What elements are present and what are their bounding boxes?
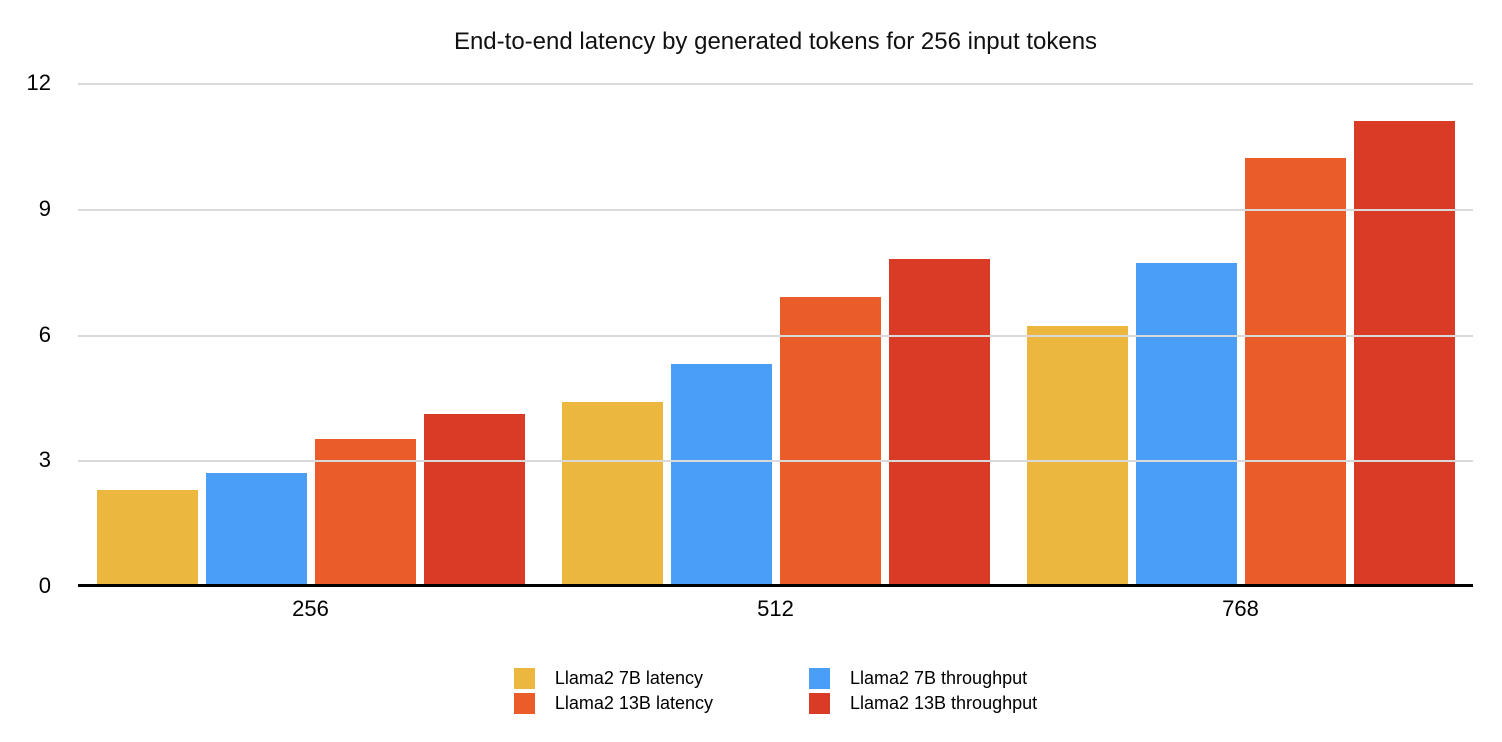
legend-column: Llama2 7B latency Llama2 13B latency bbox=[513, 668, 713, 714]
bar bbox=[96, 489, 198, 586]
legend-label: Llama2 13B throughput bbox=[849, 693, 1038, 713]
gridline bbox=[78, 460, 1473, 463]
bar-group-256 bbox=[78, 83, 543, 586]
legend-swatch bbox=[513, 693, 535, 714]
legend-item: Llama2 7B latency bbox=[513, 668, 713, 689]
legend-item: Llama2 13B latency bbox=[513, 693, 713, 714]
gridline bbox=[78, 208, 1473, 211]
y-axis-tick-label: 12 bbox=[26, 70, 51, 95]
bar bbox=[1353, 120, 1455, 586]
chart-title: End-to-end latency by generated tokens f… bbox=[453, 28, 1098, 55]
legend-label: Llama2 7B throughput bbox=[849, 668, 1028, 688]
bar bbox=[314, 439, 416, 586]
legend-item: Llama2 13B throughput bbox=[808, 693, 1038, 714]
legend-label: Llama2 13B latency bbox=[554, 693, 713, 713]
legend-swatch bbox=[808, 668, 830, 689]
legend-swatch bbox=[808, 693, 830, 714]
bar bbox=[561, 401, 663, 586]
bar bbox=[1135, 263, 1237, 586]
bar bbox=[1026, 326, 1128, 586]
bar bbox=[779, 296, 881, 586]
bar bbox=[205, 472, 307, 586]
gridline bbox=[78, 334, 1473, 337]
y-axis-tick-label: 0 bbox=[38, 573, 51, 598]
x-axis-tick-label: 256 bbox=[292, 596, 329, 621]
bar-group-768 bbox=[1008, 83, 1473, 586]
bar bbox=[423, 414, 525, 586]
bar bbox=[670, 363, 772, 586]
gridline bbox=[78, 83, 1473, 85]
y-axis-tick-label: 3 bbox=[38, 447, 51, 473]
legend-item: Llama2 7B throughput bbox=[808, 668, 1037, 689]
y-axis-tick-label: 6 bbox=[38, 321, 51, 347]
x-axis-tick-label: 512 bbox=[757, 596, 794, 621]
legend: Llama2 7B latency Llama2 13B latency Llama… bbox=[78, 668, 1473, 714]
x-axis-labels: 256 512 768 bbox=[78, 596, 1473, 622]
legend-swatch bbox=[513, 668, 535, 689]
x-axis-tick-label: 768 bbox=[1222, 596, 1259, 621]
plot-wrap: 0 3 6 9 12 bbox=[27, 72, 1473, 597]
y-axis-tick-label: 9 bbox=[38, 195, 51, 221]
bar-group-512 bbox=[543, 83, 1008, 586]
x-axis-line bbox=[78, 584, 1473, 587]
plot-area bbox=[78, 83, 1473, 586]
bar bbox=[1244, 158, 1346, 586]
bar bbox=[888, 259, 990, 586]
legend-column: Llama2 7B throughput Llama2 13B throughpu… bbox=[808, 668, 1038, 714]
legend-label: Llama2 7B latency bbox=[554, 668, 703, 688]
